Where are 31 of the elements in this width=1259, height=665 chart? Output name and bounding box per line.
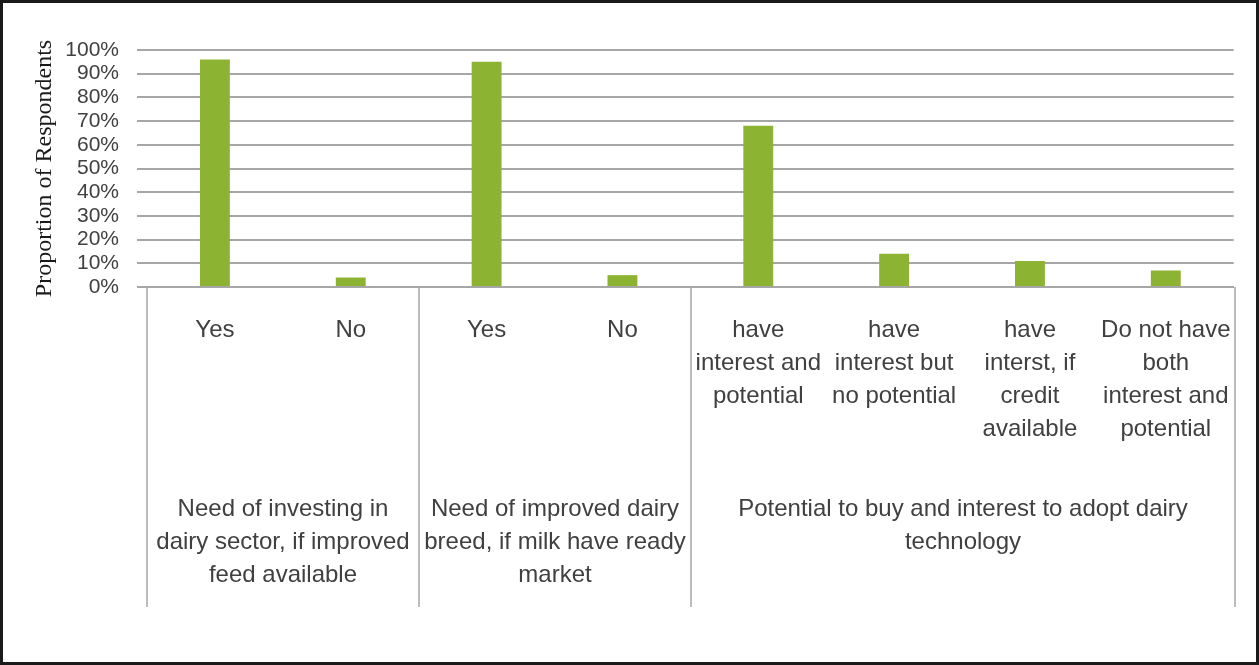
bar: [607, 275, 638, 286]
y-tick-label: 40%: [76, 179, 119, 202]
x-tick-label: No: [335, 315, 367, 343]
text: Potential to buy and interest to adopt dairy technology: [738, 494, 1188, 554]
x-tick-label: have interest but no potential: [832, 315, 957, 409]
text: Need of investing in dairy sector, if improved feed available: [156, 494, 410, 587]
y-tick-label: 30%: [76, 202, 119, 226]
y-tick-label: 0%: [88, 273, 119, 297]
x-tick-label: Yes: [195, 315, 235, 343]
y-axis-title: Proportion of Respondents: [29, 39, 56, 298]
y-tick-label: 80%: [76, 84, 119, 108]
x-tick-label: Do not have both interest and potential: [1101, 315, 1231, 442]
bar: [743, 125, 774, 286]
text: Need of improved dairy breed, if milk have ready market: [424, 494, 686, 587]
x-tick-label: have interst, if credit available: [982, 315, 1078, 442]
y-tick-label: 60%: [76, 131, 119, 155]
bar: [335, 277, 366, 286]
x-tick-label: Yes: [467, 315, 507, 343]
bar: [471, 61, 502, 286]
y-tick-label: 70%: [76, 107, 119, 131]
x-tick-label: No: [607, 315, 638, 343]
y-tick-label: 90%: [76, 60, 119, 84]
bar: [1015, 260, 1045, 286]
y-tick-label: 20%: [76, 226, 119, 250]
y-tick-label: 50%: [76, 155, 119, 179]
bar: [199, 59, 230, 286]
y-tick-label: 100%: [65, 36, 119, 60]
x-tick-label: have interest and potential: [695, 315, 821, 409]
bar: [1150, 270, 1181, 286]
bar: [879, 253, 910, 286]
y-tick-label: 10%: [76, 250, 119, 274]
